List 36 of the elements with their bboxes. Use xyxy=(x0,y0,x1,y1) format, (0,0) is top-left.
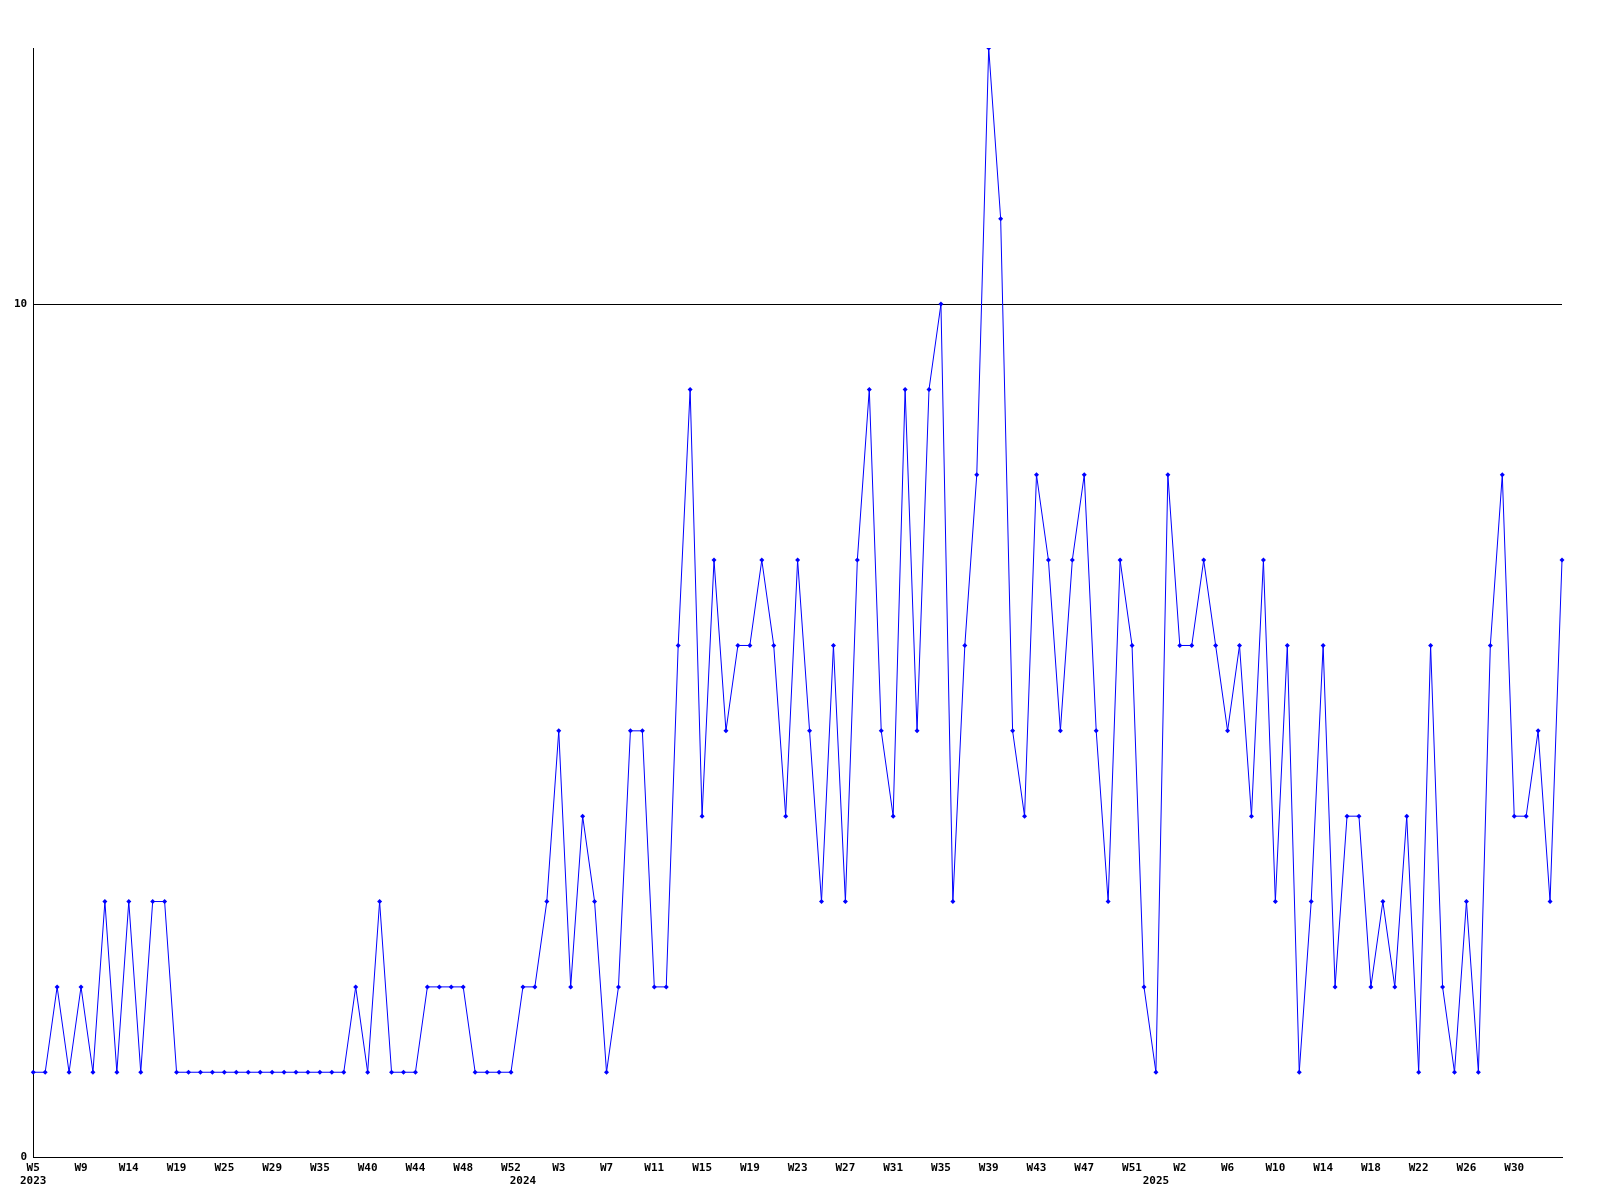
x-tick-label: W19 xyxy=(739,1161,760,1175)
x-tick-label: W29 xyxy=(262,1161,283,1175)
x-tick-label: W2 xyxy=(1173,1161,1187,1175)
x-tick-label: W3 xyxy=(552,1161,566,1175)
y-tick-label: 10 xyxy=(14,296,28,310)
x-tick-label: 2025 xyxy=(1142,1174,1170,1188)
x-tick-label: W43 xyxy=(1026,1161,1047,1175)
x-tick-label: W40 xyxy=(357,1161,378,1175)
x-tick-label: W51 xyxy=(1122,1161,1143,1175)
x-tick-label: W39 xyxy=(978,1161,999,1175)
x-tick-label: W25 xyxy=(214,1161,235,1175)
x-tick-label: W10 xyxy=(1265,1161,1286,1175)
x-tick-label: W11 xyxy=(644,1161,665,1175)
x-tick-label: W19 xyxy=(166,1161,187,1175)
x-tick-label: W30 xyxy=(1504,1161,1525,1175)
x-tick-label: W14 xyxy=(118,1161,140,1175)
x-tick-label: W44 xyxy=(405,1161,426,1175)
x-tick-label: 2024 xyxy=(509,1174,537,1188)
x-tick-label: W6 xyxy=(1220,1161,1235,1175)
x-tick-label: W18 xyxy=(1360,1161,1381,1175)
x-tick-label: W23 xyxy=(787,1161,808,1175)
x-tick-label: W48 xyxy=(453,1161,474,1175)
y-tick-label: 0 xyxy=(20,1150,28,1164)
x-tick-label: W22 xyxy=(1408,1161,1429,1175)
x-tick-label: W26 xyxy=(1456,1161,1477,1175)
x-tick-label: W15 xyxy=(692,1161,713,1175)
x-tick-label: W47 xyxy=(1074,1161,1095,1175)
x-tick-label: W5 2023 xyxy=(20,1161,47,1188)
x-tick-label: W35 xyxy=(309,1161,330,1175)
x-tick-label: W35 xyxy=(931,1161,951,1175)
x-tick-label: W14 xyxy=(1313,1161,1334,1175)
x-tick-label: W27 xyxy=(835,1161,856,1175)
x-tick-label: W52 xyxy=(501,1161,521,1175)
x-tick-label: W9 xyxy=(74,1161,88,1175)
x-tick-label: W7 xyxy=(599,1161,614,1175)
x-tick-label: W31 xyxy=(883,1161,904,1175)
